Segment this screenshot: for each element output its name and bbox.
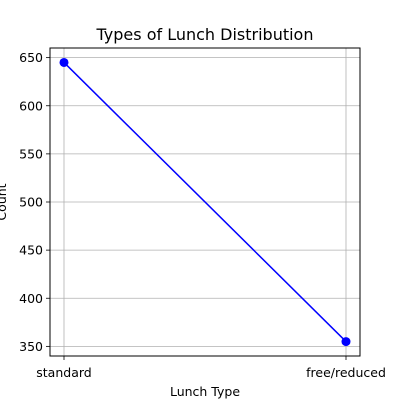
x-axis-label: Lunch Type: [170, 384, 240, 399]
x-axis-ticks: standard free/reduced: [36, 356, 386, 380]
y-tick-label: 500: [19, 195, 43, 210]
chart-title: Types of Lunch Distribution: [96, 25, 314, 44]
y-tick-label: 550: [19, 146, 43, 161]
series-group: [59, 57, 351, 347]
y-tick-label: 400: [19, 291, 43, 306]
x-tick-label: standard: [36, 365, 91, 380]
y-tick-label: 650: [19, 50, 43, 65]
data-point: [59, 57, 69, 67]
y-tick-label: 450: [19, 243, 43, 258]
y-tick-label: 600: [19, 98, 43, 113]
y-axis-label: Count: [0, 183, 9, 220]
x-tick-label: free/reduced: [306, 365, 386, 380]
series-line: [63, 61, 347, 343]
y-tick-label: 350: [19, 339, 43, 354]
data-point: [341, 337, 351, 347]
y-axis-ticks: 350 400 450 500 550 600 650: [19, 50, 50, 354]
grid-lines: [50, 48, 360, 356]
